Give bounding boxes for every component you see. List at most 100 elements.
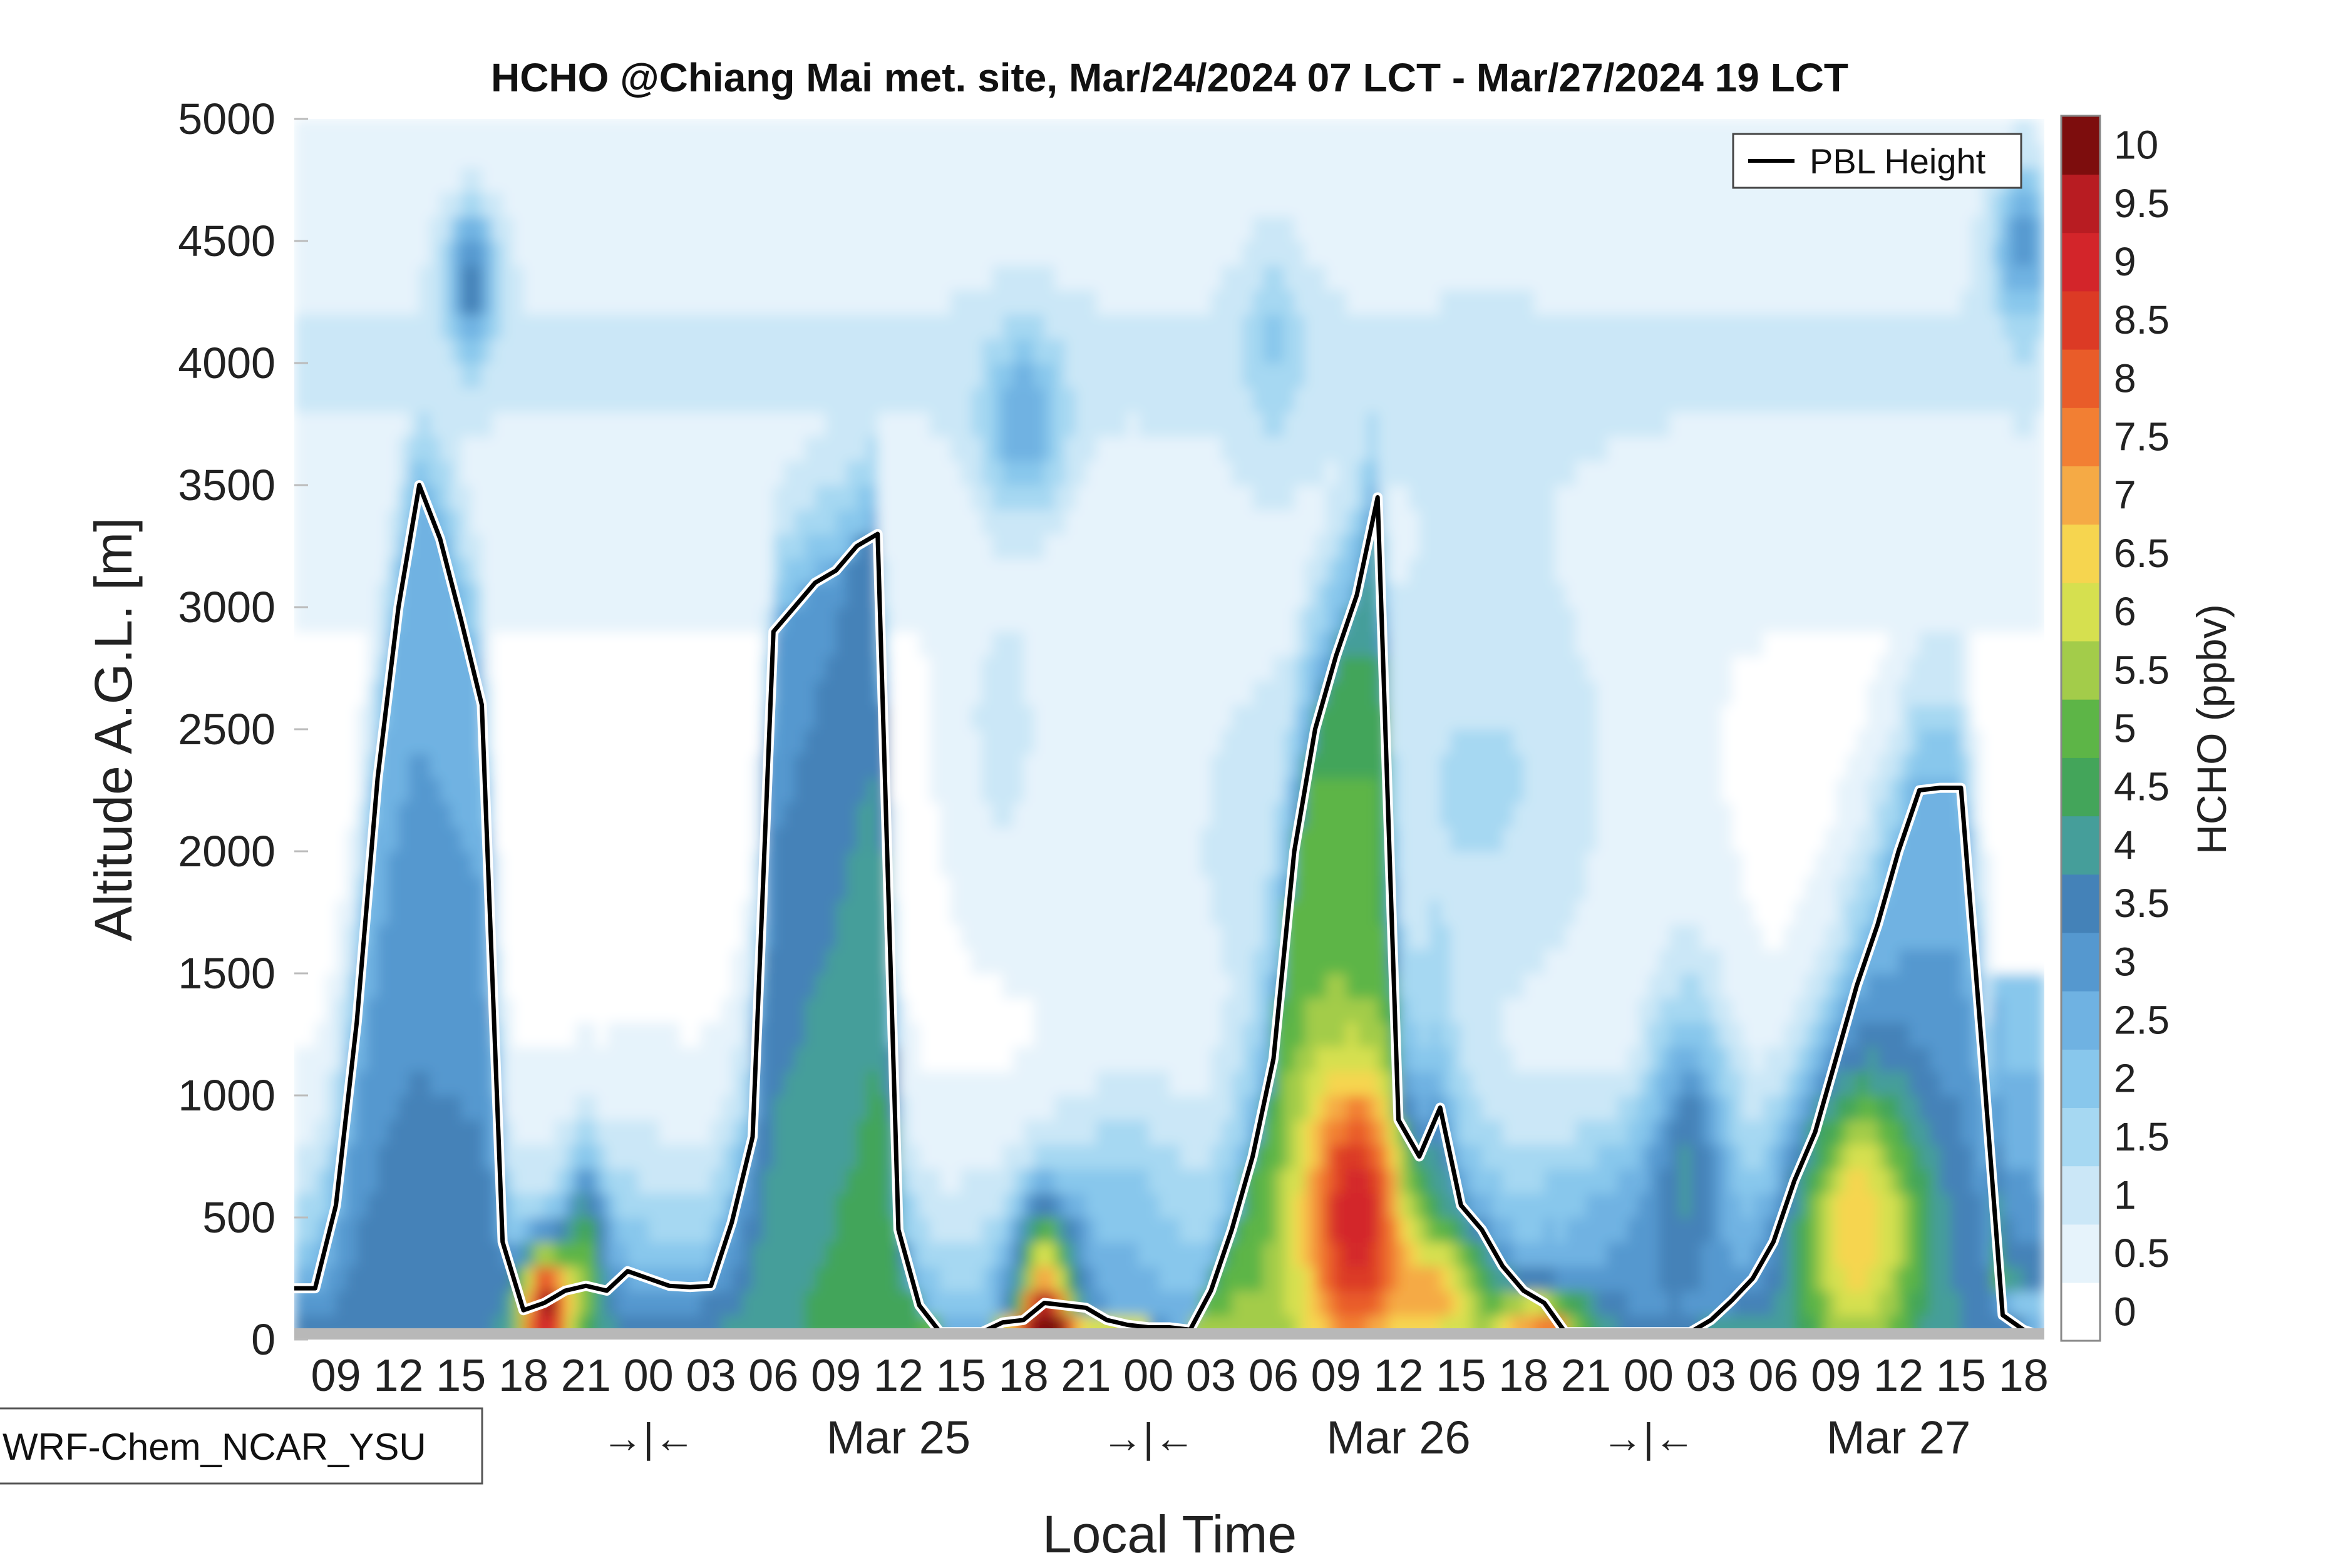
field-cell	[409, 1217, 420, 1243]
field-cell	[960, 558, 972, 583]
field-cell	[419, 387, 430, 412]
field-cell	[1096, 1120, 1108, 1145]
field-cell	[430, 583, 441, 608]
field-cell	[1138, 1217, 1149, 1243]
field-cell	[690, 1095, 701, 1120]
field-cell	[398, 1120, 409, 1145]
field-cell	[1065, 729, 1076, 754]
field-cell	[1128, 632, 1139, 657]
field-cell	[867, 1217, 878, 1243]
field-cell	[388, 851, 399, 876]
field-cell	[1294, 729, 1305, 754]
field-cell	[1190, 754, 1202, 779]
field-cell	[857, 754, 868, 779]
field-cell	[492, 729, 503, 754]
field-cell	[1200, 778, 1212, 803]
field-cell	[378, 143, 389, 168]
field-cell	[1044, 387, 1056, 412]
field-cell	[471, 1242, 483, 1267]
field-cell	[471, 143, 483, 168]
field-cell	[502, 754, 514, 779]
field-cell	[346, 949, 358, 974]
field-cell	[1075, 1144, 1087, 1169]
field-cell	[982, 412, 993, 437]
field-cell	[471, 632, 483, 657]
field-cell	[607, 1022, 618, 1047]
field-cell	[481, 1047, 493, 1072]
field-cell	[585, 558, 597, 583]
field-cell	[1200, 827, 1212, 852]
field-cell	[909, 973, 920, 998]
field-cell	[1190, 485, 1202, 510]
field-cell	[1315, 1169, 1326, 1194]
field-cell	[398, 168, 409, 193]
field-cell	[742, 339, 753, 364]
field-cell	[1065, 1022, 1076, 1047]
field-cell	[919, 827, 930, 852]
field-cell	[304, 851, 316, 876]
field-cell	[794, 168, 805, 193]
field-cell	[1200, 949, 1212, 974]
field-cell	[523, 558, 535, 583]
field-cell	[648, 876, 660, 901]
field-cell	[346, 583, 358, 608]
field-cell	[294, 705, 306, 730]
field-cell	[575, 851, 587, 876]
field-cell	[857, 1022, 868, 1047]
field-cell	[679, 1193, 691, 1218]
field-cell	[669, 1071, 681, 1096]
field-cell	[648, 119, 660, 144]
field-cell	[398, 485, 409, 510]
field-cell	[554, 119, 566, 144]
field-cell	[388, 217, 399, 242]
field-cell	[492, 1291, 503, 1316]
field-cell	[815, 217, 826, 242]
field-cell	[659, 1242, 670, 1267]
field-cell	[1012, 510, 1024, 535]
field-cell	[419, 314, 430, 339]
field-cell	[1304, 949, 1316, 974]
field-cell	[1023, 705, 1034, 730]
field-cell	[648, 1291, 660, 1316]
field-cell	[304, 1242, 316, 1267]
field-cell	[1012, 1120, 1024, 1145]
field-cell	[304, 168, 316, 193]
field-cell	[1284, 1291, 1295, 1316]
field-cell	[502, 900, 514, 925]
field-cell	[419, 851, 430, 876]
field-cell	[763, 1217, 775, 1243]
field-cell	[1242, 925, 1254, 950]
field-cell	[607, 1169, 618, 1194]
field-cell	[575, 1071, 587, 1096]
field-cell	[1211, 973, 1222, 998]
field-cell	[960, 1242, 972, 1267]
field-cell	[1106, 949, 1118, 974]
field-cell	[846, 656, 858, 681]
field-cell	[388, 534, 399, 559]
field-cell	[1096, 265, 1108, 290]
field-cell	[700, 119, 712, 144]
field-cell	[783, 436, 795, 461]
field-cell	[700, 802, 712, 828]
field-cell	[836, 1144, 847, 1169]
field-cell	[409, 1120, 420, 1145]
field-cell	[1211, 1095, 1222, 1120]
field-cell	[1326, 412, 1337, 437]
field-cell	[992, 754, 1004, 779]
field-cell	[742, 754, 753, 779]
field-cell	[960, 754, 972, 779]
field-cell	[523, 998, 535, 1023]
field-cell	[430, 1193, 441, 1218]
field-cell	[836, 754, 847, 779]
field-cell	[315, 119, 326, 144]
field-cell	[1034, 802, 1045, 828]
field-cell	[346, 143, 358, 168]
field-cell	[315, 1071, 326, 1096]
field-cell	[1232, 998, 1243, 1023]
field-cell	[929, 143, 941, 168]
field-cell	[1200, 1022, 1212, 1047]
field-cell	[1211, 241, 1222, 266]
field-cell	[1169, 485, 1180, 510]
field-cell	[659, 1071, 670, 1096]
field-cell	[1096, 583, 1108, 608]
